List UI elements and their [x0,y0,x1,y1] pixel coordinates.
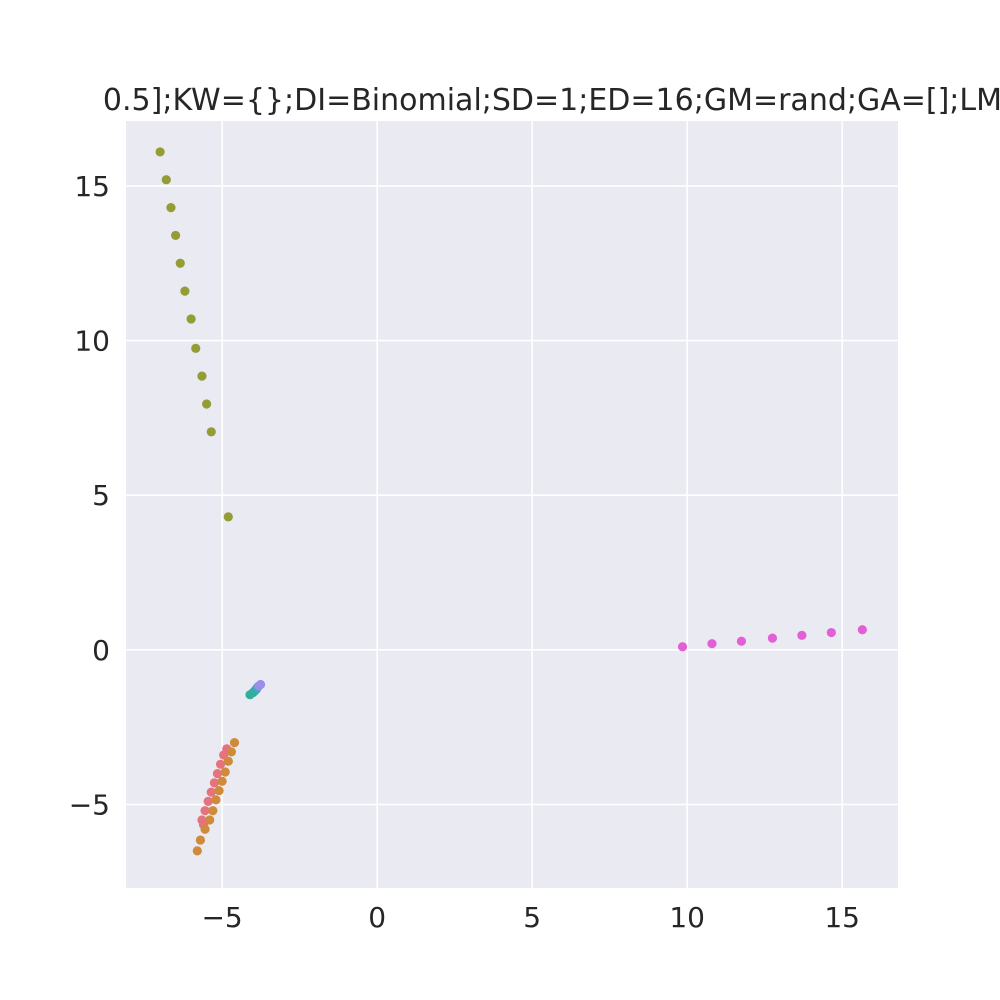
data-point-s1-11 [229,738,240,748]
data-point-s6-1 [707,639,717,649]
grid-lines [126,121,898,888]
data-point-s0-3 [206,787,216,797]
data-point-s6-2 [736,636,747,646]
y-tick-label: 10 [74,325,110,358]
data-point-s1-1 [195,835,206,845]
x-tick-label: 10 [669,901,705,934]
data-point-s6-3 [767,633,778,643]
data-point-s1-7 [217,776,227,786]
data-point-s1-2 [200,824,210,834]
y-tick-label: −5 [69,788,110,821]
data-point-s2-1 [161,175,171,185]
data-point-s0-1 [200,806,210,816]
data-point-s1-6 [214,785,224,796]
y-tick-label: 0 [92,634,110,667]
data-point-s2-10 [206,427,216,437]
y-tick-label: 5 [92,479,110,512]
data-point-s1-9 [223,756,233,766]
chart-title-box: 0.5];KW={};DI=Binomial;SD=1;ED=16;GM=ran… [0,78,1000,124]
plot-area [126,121,898,888]
scatter-points [155,147,867,856]
x-tick-label: 5 [523,901,541,934]
data-point-s1-3 [205,815,215,825]
data-point-s6-0 [677,642,688,652]
data-point-s2-0 [155,147,165,157]
y-axis-ticks: −5 0 5 10 15 [69,170,110,822]
x-tick-label: 0 [368,901,386,934]
data-point-s5-1 [255,679,266,690]
data-point-s2-9 [202,399,212,409]
data-point-s1-4 [208,806,218,816]
data-point-s6-5 [826,627,836,638]
data-point-s1-8 [220,767,230,777]
x-tick-label: 15 [824,901,860,934]
data-point-s0-6 [215,759,226,769]
data-point-s6-6 [857,625,867,635]
data-point-s1-10 [226,747,237,757]
x-tick-label: −5 [201,901,242,934]
data-point-s6-4 [797,630,807,640]
data-point-s2-7 [191,343,201,353]
data-point-s1-5 [211,795,221,805]
data-point-s2-6 [186,314,196,324]
data-point-s0-5 [212,768,223,779]
data-point-s2-3 [171,230,181,241]
data-point-s0-4 [209,778,219,788]
data-point-s1-0 [192,846,202,856]
data-point-s2-8 [197,371,207,381]
y-tick-label: 15 [74,170,110,203]
data-point-s0-2 [203,796,213,807]
chart-title: 0.5];KW={};DI=Binomial;SD=1;ED=16;GM=ran… [102,83,1000,118]
data-point-s2-4 [175,258,185,268]
data-point-s2-2 [166,202,176,213]
data-point-s2-11 [223,512,233,522]
x-axis-ticks: −5 0 5 10 15 [201,901,860,934]
data-point-s2-5 [180,286,190,296]
